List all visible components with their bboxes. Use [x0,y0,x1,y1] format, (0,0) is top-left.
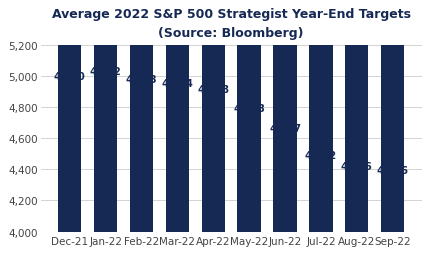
Bar [273,0,297,232]
Bar [237,0,261,232]
Bar [130,0,153,232]
Bar [309,0,332,232]
Bar [166,0,189,232]
Bar [58,0,81,232]
Text: 4,982: 4,982 [90,67,122,77]
Text: 4,617: 4,617 [269,124,301,134]
Text: 4,442: 4,442 [305,151,337,161]
Text: 4,950: 4,950 [54,72,86,82]
Text: 4,346: 4,346 [377,166,408,176]
Text: 4,933: 4,933 [126,75,157,85]
Bar [94,0,117,232]
Bar [381,0,404,232]
Text: 4,743: 4,743 [233,104,265,114]
Bar [202,0,225,232]
Text: 4,904: 4,904 [161,79,194,89]
Bar [345,0,369,232]
Title: Average 2022 S&P 500 Strategist Year-End Targets
(Source: Bloomberg): Average 2022 S&P 500 Strategist Year-End… [52,8,411,40]
Text: 4,868: 4,868 [197,85,229,95]
Text: 4,376: 4,376 [341,161,373,171]
